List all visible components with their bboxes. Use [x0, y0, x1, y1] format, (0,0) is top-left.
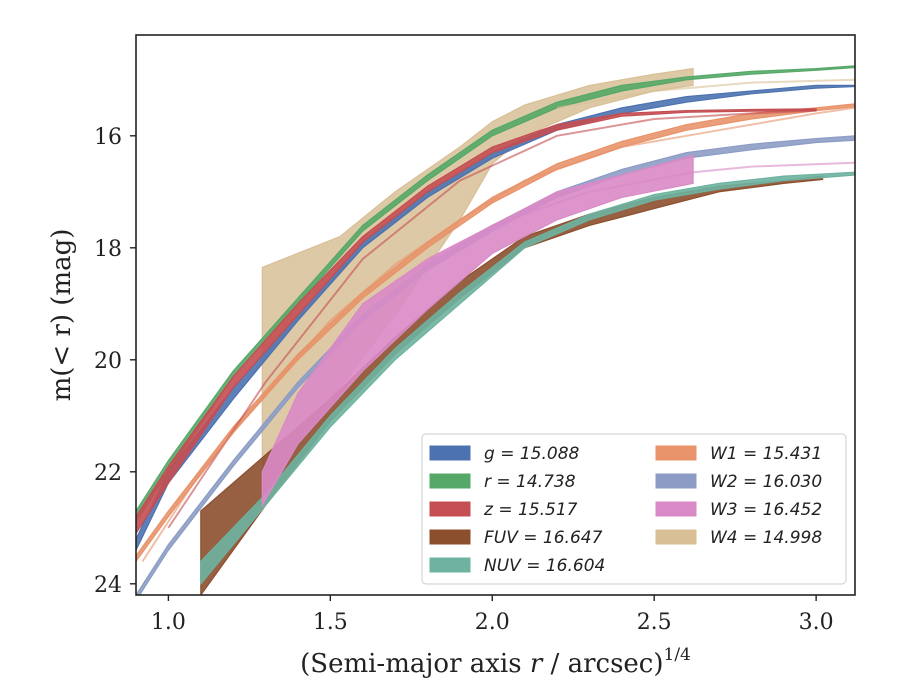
legend-swatch-fuv — [429, 529, 471, 545]
y-tick-label: 18 — [94, 237, 122, 262]
legend-label-w4: W4 = 14.998 — [710, 528, 822, 548]
legend-swatch-z — [429, 501, 471, 517]
y-tick-label: 24 — [94, 573, 122, 598]
legend-swatch-w4 — [655, 529, 697, 545]
extra-line-0 — [167, 109, 817, 529]
legend-label-z: z = 15.517 — [483, 500, 578, 520]
band-w1 — [136, 103, 855, 563]
band-nuv — [200, 171, 855, 586]
legend-frame — [421, 433, 847, 585]
extra-line-3 — [556, 78, 855, 109]
x-tick-label: 1.0 — [151, 610, 186, 635]
y-axis-label: m(< r) (mag) — [47, 229, 77, 402]
legend-label-r: r = 14.738 — [484, 472, 576, 492]
legend-swatch-r — [429, 473, 471, 489]
x-axis-label: (Semi-major axis r / arcsec)1/4 — [300, 645, 691, 679]
tick-layer: 1.0 1.5 2.0 2.5 3.0 16 18 20 22 24 — [94, 125, 834, 635]
plot-frame — [135, 34, 856, 596]
series-layer — [136, 65, 855, 595]
extra-line-1 — [141, 106, 855, 562]
legend-label-fuv: FUV = 16.647 — [484, 528, 603, 548]
legend-swatch-nuv — [429, 557, 471, 573]
legend-label-nuv: NUV = 16.604 — [484, 556, 605, 576]
x-tick-label: 2.0 — [475, 610, 510, 635]
x-tick-label: 1.5 — [313, 610, 348, 635]
legend-swatch-w2 — [655, 473, 697, 489]
x-tick-label: 3.0 — [799, 610, 834, 635]
y-tick-label: 22 — [94, 461, 122, 486]
legend: g = 15.088 r = 14.738 z = 15.517 FUV = 16.6… — [421, 433, 847, 585]
x-tick-label: 2.5 — [637, 610, 672, 635]
legend-label-g: g = 15.088 — [484, 444, 580, 464]
band-w3 — [261, 154, 694, 508]
legend-label-w1: W1 = 15.431 — [710, 444, 822, 464]
legend-swatch-w1 — [655, 445, 697, 461]
band-r — [136, 65, 855, 524]
legend-swatch-g — [429, 445, 471, 461]
legend-swatch-w3 — [655, 501, 697, 517]
y-tick-label: 20 — [94, 349, 122, 374]
extra-line-2 — [394, 161, 855, 283]
legend-label-w2: W2 = 16.030 — [710, 472, 822, 492]
legend-label-w3: W3 = 16.452 — [710, 500, 822, 520]
y-tick-label: 16 — [94, 125, 122, 150]
